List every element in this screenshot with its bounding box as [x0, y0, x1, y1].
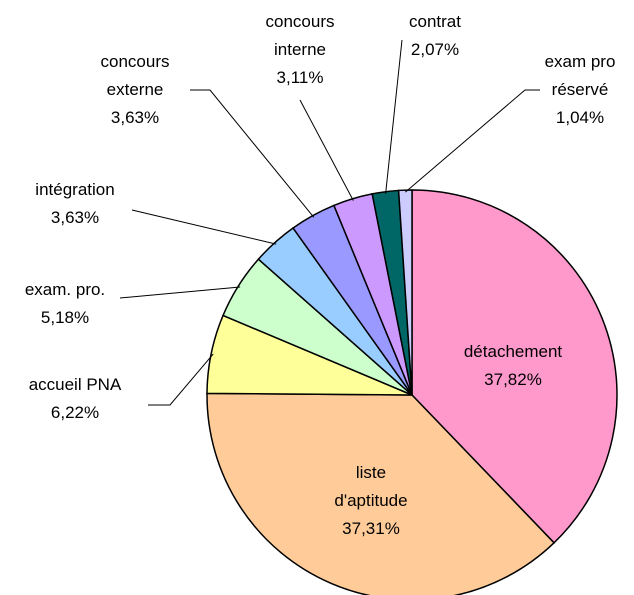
- slice-label: exam. pro. 5,18%: [25, 276, 105, 332]
- value-label: 3,63%: [110, 108, 160, 127]
- category-label: intégration: [35, 180, 115, 199]
- value-label: 37,31%: [342, 519, 400, 538]
- category-label: exam. pro.: [24, 280, 106, 299]
- category-label: concours externe: [100, 52, 170, 99]
- leader-line: [148, 353, 214, 406]
- category-label: contrat: [409, 12, 461, 31]
- pie-slice: [411, 189, 618, 544]
- category-label: exam pro réservé: [544, 52, 616, 99]
- value-label: 5,18%: [40, 308, 90, 327]
- value-label: 1,04%: [555, 108, 605, 127]
- pie-slice: [397, 189, 413, 396]
- value-label: 2,07%: [410, 40, 460, 59]
- leader-line: [299, 99, 354, 201]
- value-label: 37,82%: [484, 370, 542, 389]
- slice-label: exam pro réservé 1,04%: [545, 48, 616, 132]
- pie-slice: [206, 392, 556, 595]
- leader-line: [405, 89, 540, 193]
- slice-label: intégration 3,63%: [35, 176, 114, 232]
- category-label: accueil PNA: [28, 375, 122, 394]
- value-label: 6,22%: [50, 403, 100, 422]
- slice-label: concours interne 3,11%: [266, 8, 335, 92]
- slice-label: liste d'aptitude 37,31%: [334, 459, 407, 543]
- value-label: 3,63%: [50, 208, 100, 227]
- slice-label: contrat 2,07%: [409, 8, 461, 64]
- category-label: liste d'aptitude: [334, 463, 408, 510]
- category-label: concours interne: [265, 12, 335, 59]
- value-label: 3,11%: [276, 68, 324, 87]
- leader-line: [385, 39, 403, 194]
- leader-line: [119, 286, 241, 299]
- slice-label: détachement 37,82%: [464, 338, 562, 394]
- slice-label: accueil PNA 6,22%: [29, 371, 122, 427]
- slice-label: concours externe 3,63%: [101, 48, 170, 132]
- leader-line: [190, 89, 315, 218]
- category-label: détachement: [463, 342, 563, 361]
- leader-line: [131, 209, 277, 245]
